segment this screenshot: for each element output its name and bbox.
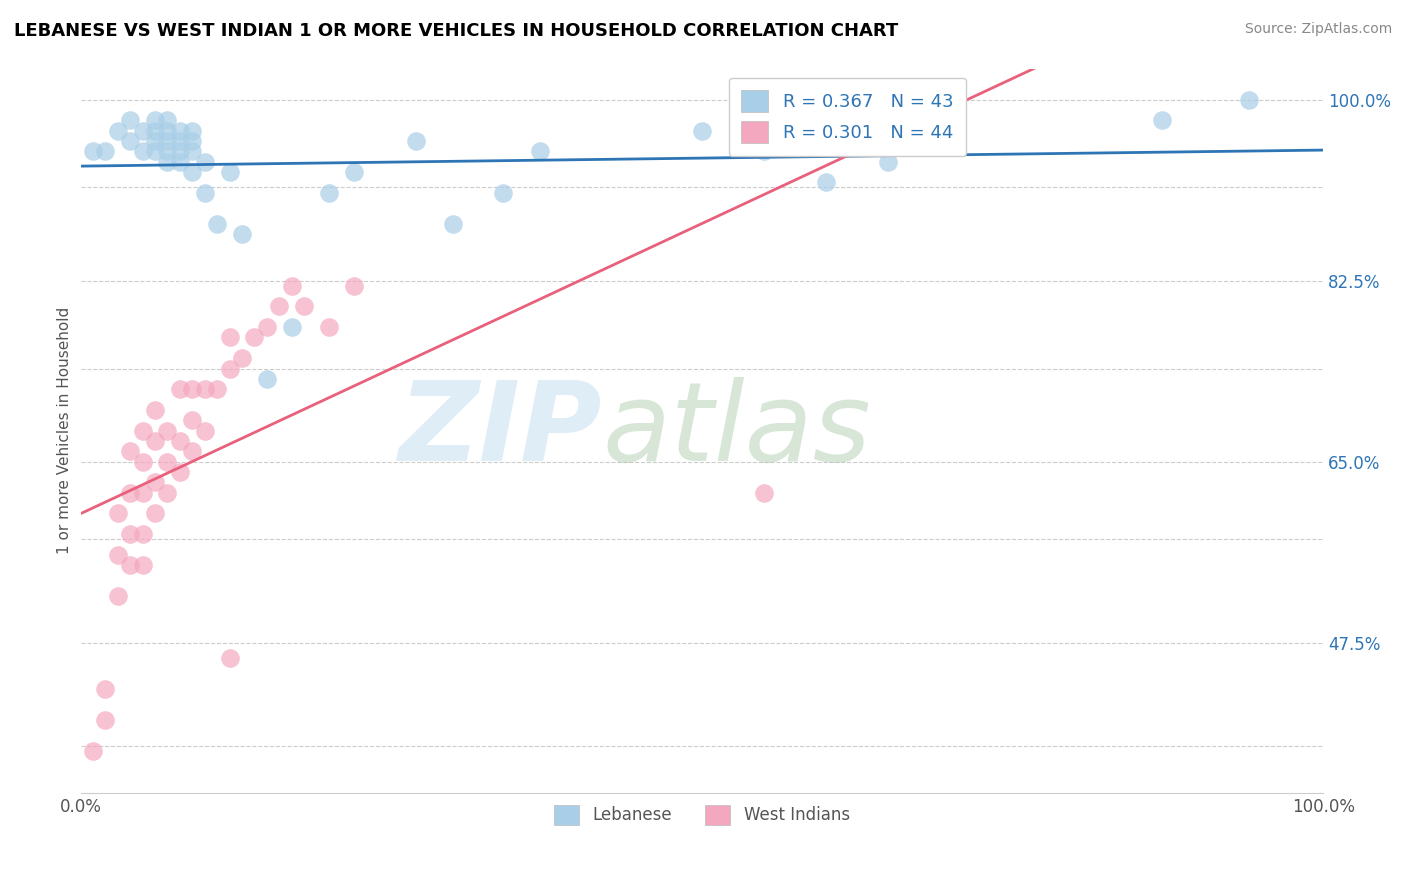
Point (181, 444, 204, 458)
Point (243, 330, 266, 344)
Point (143, 134, 166, 148)
Point (156, 485, 179, 500)
Point (131, 424, 153, 438)
Point (269, 300, 291, 314)
Point (143, 434, 166, 448)
Point (107, 548, 129, 562)
Point (143, 123, 166, 137)
Point (156, 145, 179, 159)
Point (156, 134, 179, 148)
Point (107, 589, 129, 603)
Point (256, 372, 278, 386)
Text: Source: ZipAtlas.com: Source: ZipAtlas.com (1244, 22, 1392, 37)
Point (405, 134, 427, 148)
Point (256, 320, 278, 334)
Point (94, 145, 117, 159)
Point (292, 300, 315, 314)
Point (205, 217, 228, 231)
Point (194, 154, 217, 169)
Point (181, 123, 204, 137)
Point (231, 351, 253, 366)
Point (169, 465, 191, 479)
Point (281, 278, 304, 293)
Point (218, 165, 240, 179)
Point (1237, 93, 1260, 107)
Point (143, 506, 166, 520)
Point (218, 361, 240, 376)
Text: ZIP: ZIP (399, 377, 602, 484)
Text: LEBANESE VS WEST INDIAN 1 OR MORE VEHICLES IN HOUSEHOLD CORRELATION CHART: LEBANESE VS WEST INDIAN 1 OR MORE VEHICL… (14, 22, 898, 40)
Point (194, 186, 217, 200)
Point (143, 145, 166, 159)
Point (194, 424, 217, 438)
Point (120, 134, 142, 148)
Point (156, 113, 179, 128)
Point (181, 413, 204, 427)
Point (318, 320, 340, 334)
Point (131, 145, 153, 159)
Point (120, 558, 142, 572)
Point (94, 713, 117, 727)
Point (169, 382, 191, 396)
Point (181, 145, 204, 159)
Point (181, 165, 204, 179)
Point (169, 154, 191, 169)
Point (107, 506, 129, 520)
Legend: Lebanese, West Indians: Lebanese, West Indians (544, 795, 859, 835)
Point (131, 485, 153, 500)
Point (752, 145, 775, 159)
Point (143, 113, 166, 128)
Point (1150, 113, 1173, 128)
Point (752, 485, 775, 500)
Point (131, 558, 153, 572)
Point (120, 527, 142, 541)
Point (343, 278, 366, 293)
Point (156, 424, 179, 438)
Text: atlas: atlas (602, 377, 872, 484)
Point (94, 682, 117, 697)
Point (218, 651, 240, 665)
Point (690, 123, 713, 137)
Point (205, 382, 228, 396)
Point (143, 403, 166, 417)
Point (156, 154, 179, 169)
Point (169, 123, 191, 137)
Point (318, 186, 340, 200)
Point (181, 382, 204, 396)
Point (131, 455, 153, 469)
Point (156, 455, 179, 469)
Point (169, 134, 191, 148)
Point (181, 134, 204, 148)
Point (218, 330, 240, 344)
Point (156, 123, 179, 137)
Point (441, 217, 464, 231)
Point (815, 134, 838, 148)
Y-axis label: 1 or more Vehicles in Household: 1 or more Vehicles in Household (58, 307, 72, 554)
Point (343, 165, 366, 179)
Point (815, 175, 838, 189)
Point (231, 227, 253, 241)
Point (529, 145, 551, 159)
Point (120, 444, 142, 458)
Point (143, 475, 166, 490)
Point (107, 123, 129, 137)
Point (492, 186, 515, 200)
Point (131, 527, 153, 541)
Point (120, 485, 142, 500)
Point (281, 320, 304, 334)
Point (194, 382, 217, 396)
Point (82, 744, 104, 758)
Point (120, 113, 142, 128)
Point (131, 123, 153, 137)
Point (82, 145, 104, 159)
Point (169, 145, 191, 159)
Point (169, 434, 191, 448)
Point (877, 154, 900, 169)
